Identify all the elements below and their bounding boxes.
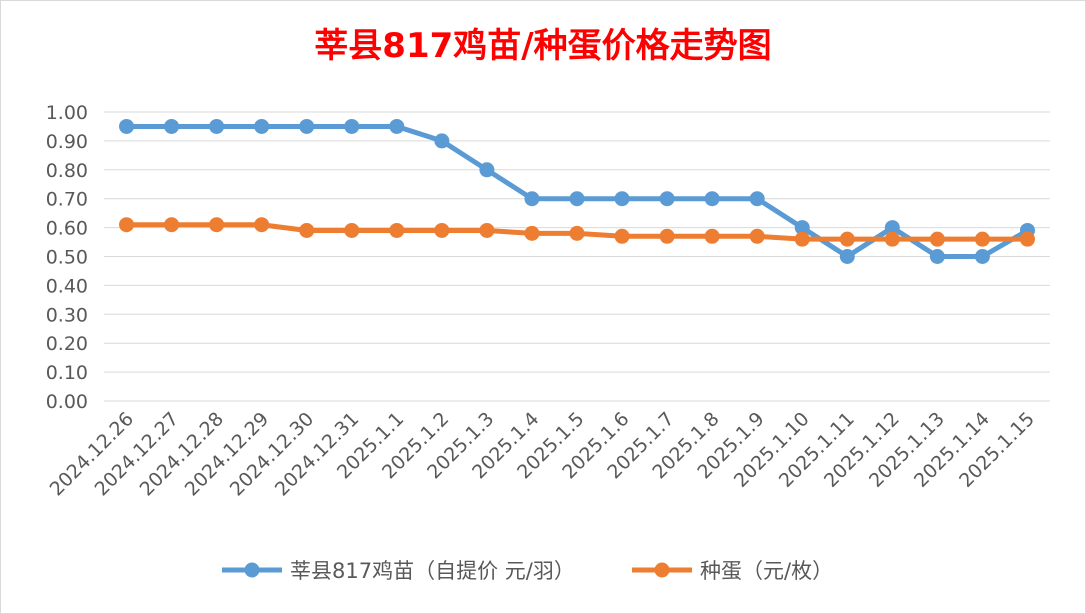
data-point-series-1 (929, 249, 945, 264)
legend-swatch-marker (654, 562, 670, 578)
y-tick-label: 0.30 (46, 304, 88, 326)
y-tick-label: 0.00 (46, 391, 88, 413)
x-axis-ticks: 2024.12.262024.12.272024.12.282024.12.29… (46, 408, 1039, 500)
data-point-series-2 (299, 222, 315, 238)
y-tick-label: 1.00 (46, 102, 88, 124)
data-point-series-1 (299, 118, 315, 134)
data-point-series-2 (1019, 231, 1035, 247)
data-point-series-1 (659, 191, 675, 207)
data-point-series-1 (254, 118, 270, 134)
data-point-series-1 (164, 118, 180, 134)
data-point-series-1 (974, 249, 990, 264)
data-point-series-2 (884, 231, 900, 247)
data-point-series-2 (794, 231, 810, 247)
y-tick-label: 0.50 (46, 247, 88, 269)
legend-label: 莘县817鸡苗（自提价 元/羽） (290, 559, 575, 583)
data-point-series-2 (209, 217, 225, 233)
y-tick-label: 0.20 (46, 333, 88, 355)
y-tick-label: 0.40 (46, 275, 88, 297)
data-point-series-2 (839, 231, 855, 247)
data-point-series-2 (974, 231, 990, 247)
chart-title: 莘县817鸡苗/种蛋价格走势图 (314, 26, 772, 66)
y-tick-label: 0.10 (46, 362, 88, 384)
data-point-series-1 (614, 191, 630, 207)
gridlines (104, 111, 1050, 402)
data-point-series-1 (389, 118, 405, 134)
data-point-series-1 (884, 220, 900, 236)
legend-label: 种蛋（元/枚） (700, 559, 833, 583)
legend: 莘县817鸡苗（自提价 元/羽） 种蛋（元/枚） (222, 559, 833, 583)
data-point-series-1 (119, 118, 135, 134)
data-point-series-1 (344, 118, 360, 134)
data-point-series-2 (569, 225, 585, 241)
data-point-series-2 (389, 222, 405, 238)
y-tick-label: 0.60 (46, 218, 88, 240)
data-point-series-1 (794, 220, 810, 236)
data-point-series-2 (659, 228, 675, 244)
series-points (119, 118, 1035, 264)
data-point-series-2 (344, 222, 360, 238)
data-point-series-1 (434, 133, 450, 149)
data-point-series-2 (704, 228, 720, 244)
data-point-series-2 (749, 228, 765, 244)
y-tick-label: 0.80 (46, 160, 88, 182)
data-point-series-1 (209, 118, 225, 134)
y-tick-label: 0.90 (46, 131, 88, 153)
data-point-series-2 (434, 222, 450, 238)
data-point-series-2 (524, 225, 540, 241)
data-point-series-1 (839, 249, 855, 264)
data-point-series-2 (614, 228, 630, 244)
data-point-series-2 (164, 217, 180, 233)
data-point-series-1 (479, 162, 495, 178)
data-point-series-1 (569, 191, 585, 207)
data-point-series-2 (119, 217, 135, 233)
data-point-series-1 (749, 191, 765, 207)
data-point-series-2 (479, 222, 495, 238)
data-point-series-2 (254, 217, 270, 233)
data-point-series-1 (704, 191, 720, 207)
y-axis-ticks: 0.00 0.10 0.20 0.30 0.40 0.50 0.60 0.70 0.80 0.90… (46, 102, 88, 413)
y-tick-label: 0.70 (46, 189, 88, 211)
data-point-series-1 (524, 191, 540, 207)
legend-swatch-marker (244, 562, 260, 578)
data-point-series-2 (929, 231, 945, 247)
